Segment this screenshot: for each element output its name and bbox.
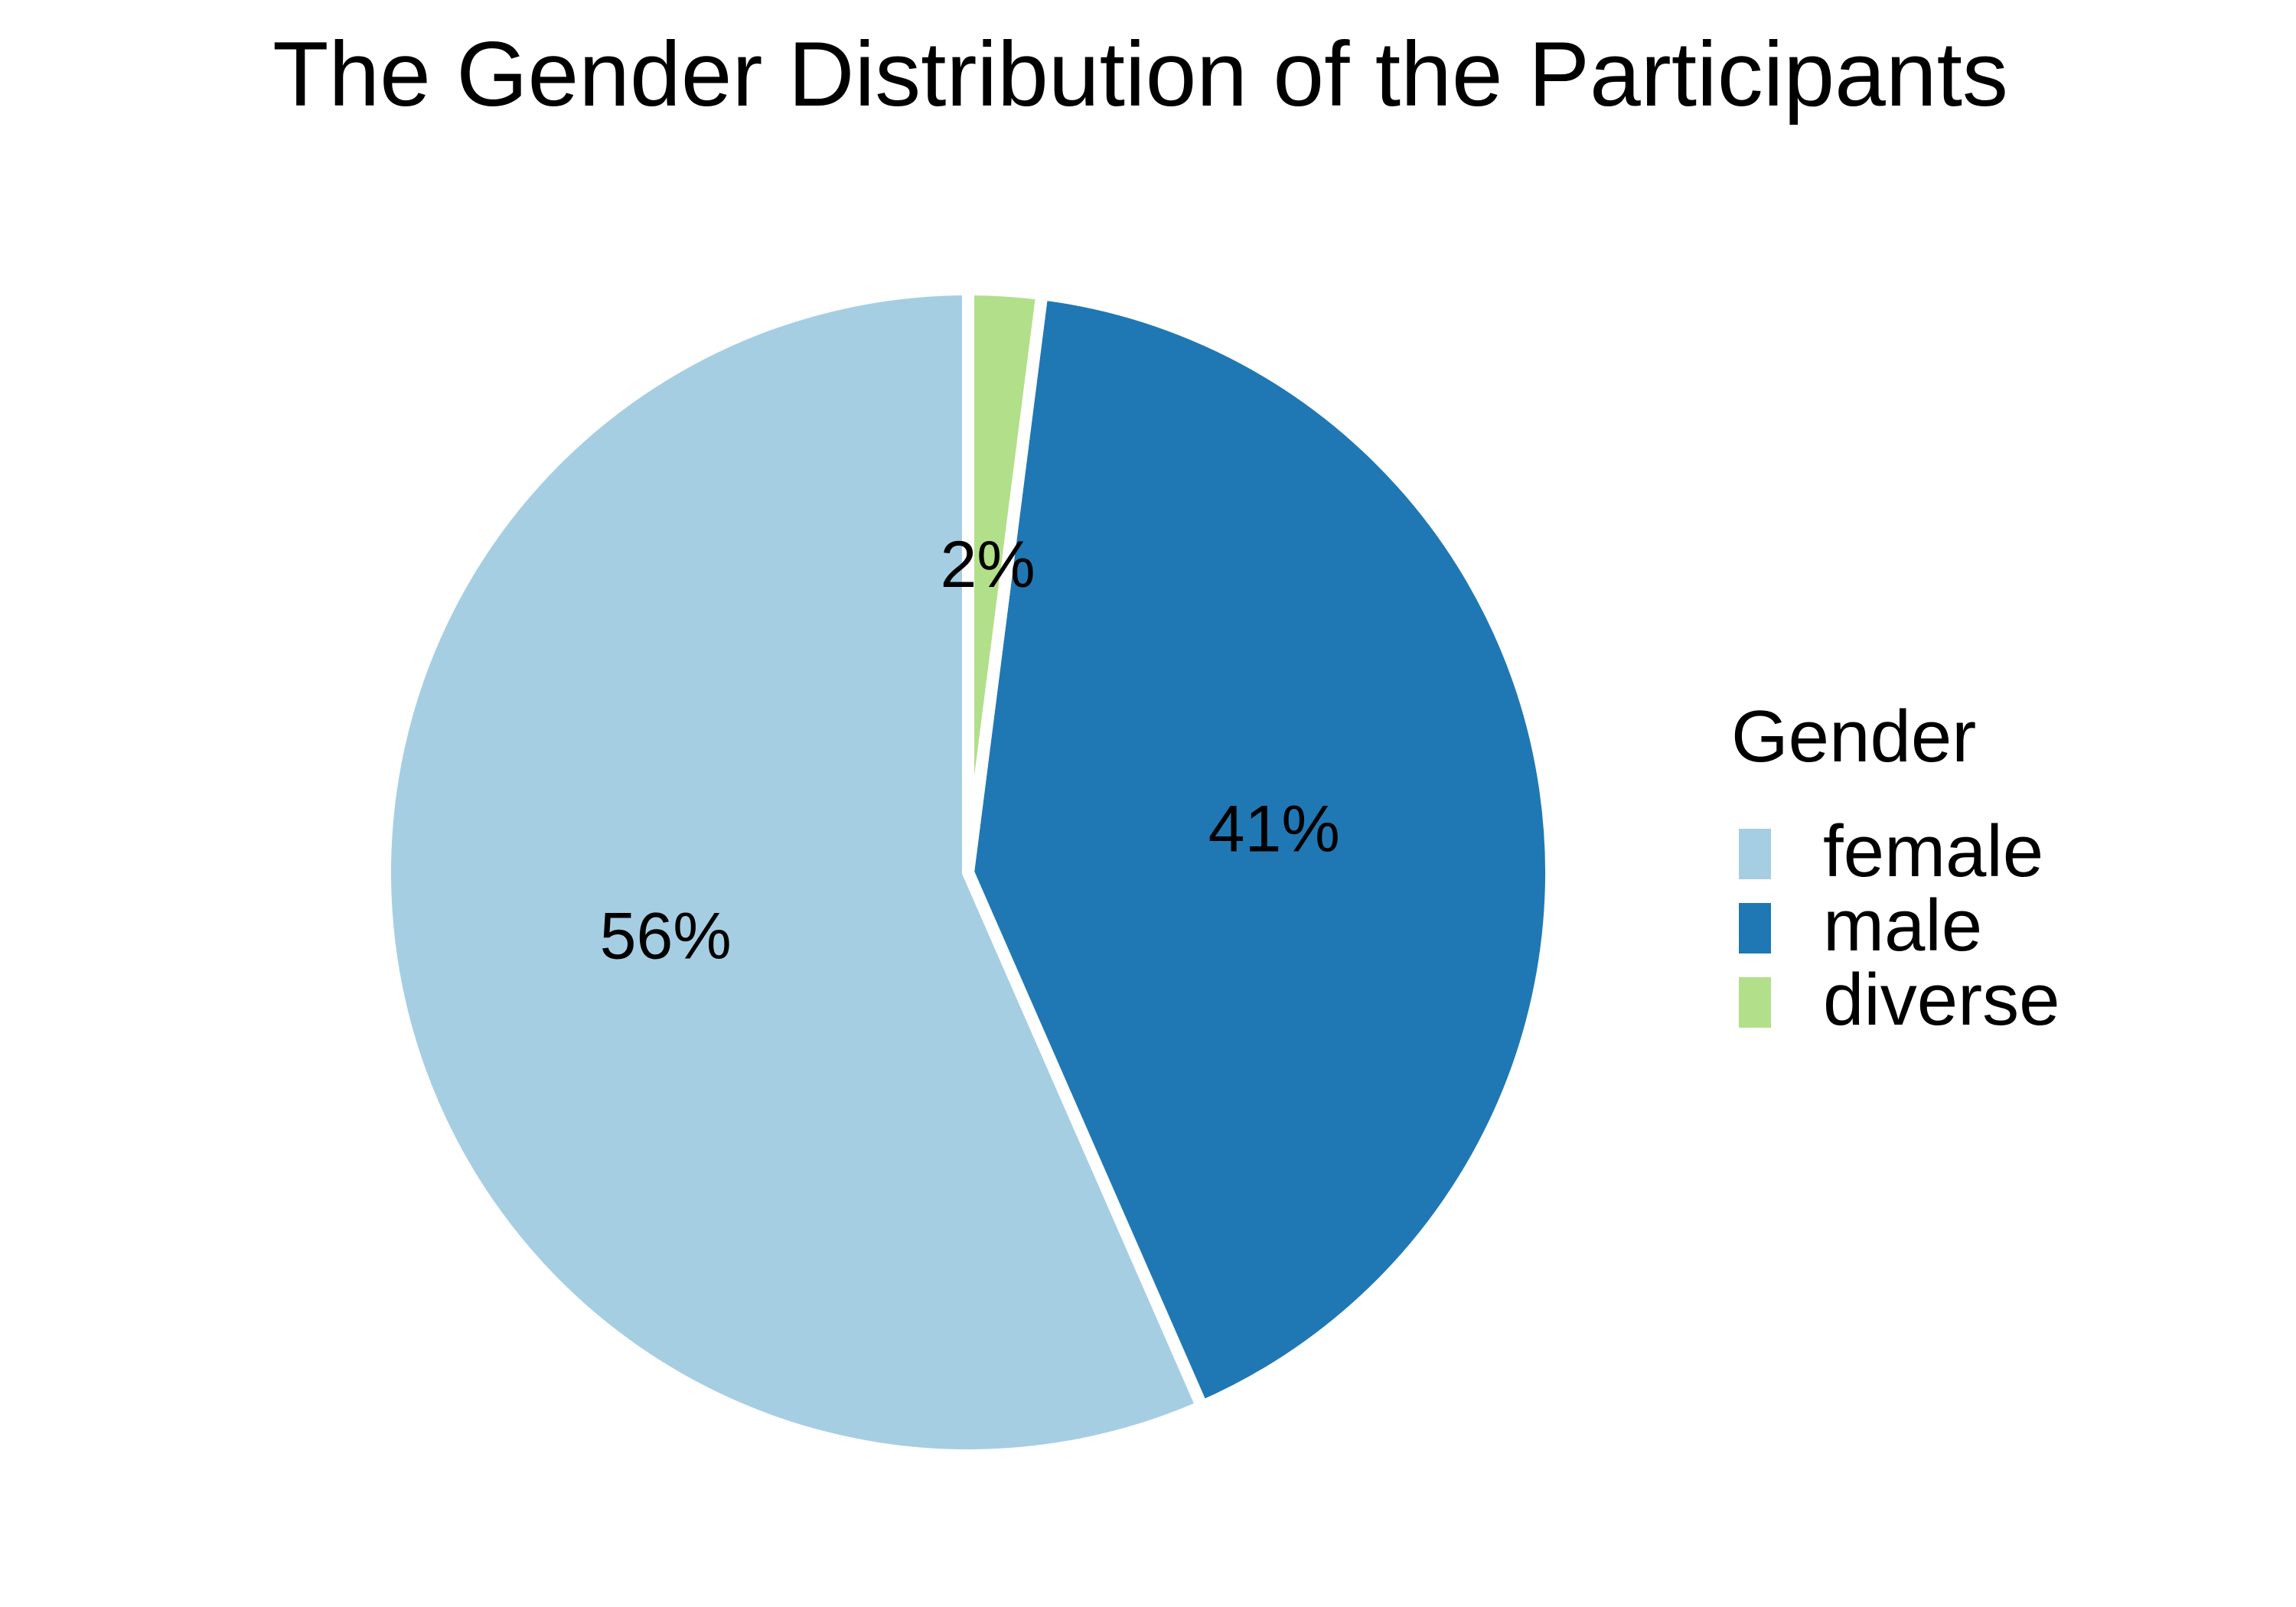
pie-slice-diverse (962, 282, 1049, 874)
legend-title: Gender (1731, 696, 1976, 777)
pie-slices (378, 282, 1557, 1462)
legend-swatch-diverse (1739, 977, 1771, 1028)
slice-label-female: 56% (600, 900, 732, 973)
legend-label-male: male (1823, 885, 1982, 966)
slice-label-diverse: 2% (940, 528, 1035, 601)
pie-slice-male (961, 287, 1557, 1415)
pie-slice-female (378, 282, 1211, 1462)
slice-label-male: 41% (1208, 793, 1340, 866)
chart-title: The Gender Distribution of the Participa… (272, 23, 2008, 125)
legend-label-female: female (1823, 810, 2043, 892)
legend-label-diverse: diverse (1823, 959, 2060, 1041)
pie-slice-labels: 56% 41% 2% (600, 528, 1340, 973)
legend-swatch-male (1739, 903, 1771, 953)
legend-swatch-female (1739, 829, 1771, 879)
